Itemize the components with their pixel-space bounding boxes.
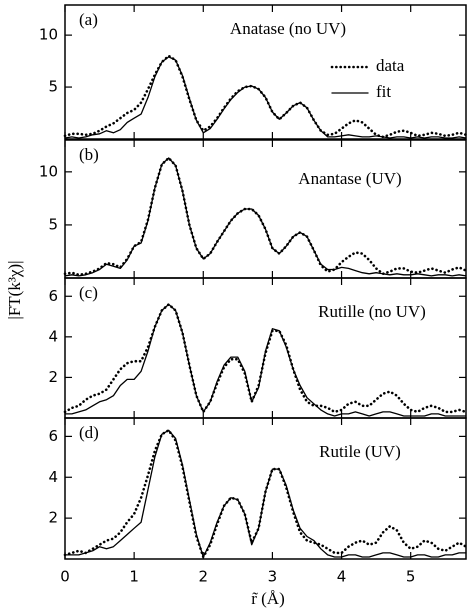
legend-label: fit — [376, 82, 391, 101]
y-tick-label: 6 — [48, 427, 58, 445]
panel-label: (d) — [79, 423, 99, 442]
y-tick-label: 10 — [39, 162, 58, 180]
data-line — [63, 303, 468, 414]
x-tick-label: 0 — [60, 568, 70, 586]
panel-title: Rutile (UV) — [319, 442, 401, 461]
y-tick-label: 4 — [48, 468, 58, 486]
y-tick-label: 10 — [39, 26, 58, 44]
fit-line — [64, 56, 467, 139]
y-tick-label: 2 — [48, 509, 58, 527]
y-tick-label: 6 — [48, 287, 58, 305]
plot-frame — [64, 139, 467, 279]
x-tick-label: 1 — [129, 568, 139, 586]
fit-line — [64, 303, 467, 417]
fit-line — [64, 157, 467, 277]
plot-frame — [64, 417, 467, 560]
legend-label: data — [376, 56, 405, 75]
x-tick-label: 2 — [199, 568, 209, 586]
y-tick-label: 4 — [48, 327, 58, 345]
panel-label: (a) — [79, 10, 98, 29]
x-tick-label: 3 — [268, 568, 278, 586]
fit-line — [64, 429, 467, 558]
x-tick-label: 4 — [337, 568, 347, 586]
panel-title: Rutille (no UV) — [318, 302, 426, 321]
y-tick-label: 5 — [48, 78, 58, 96]
panel-label: (c) — [79, 283, 98, 302]
panel-title: Anantase (UV) — [298, 169, 401, 188]
plot-frame — [64, 277, 467, 419]
y-tick-label: 2 — [48, 368, 58, 386]
x-tick-label: 5 — [406, 568, 416, 586]
data-line — [63, 54, 468, 139]
panel-title: Anatase (no UV) — [230, 19, 346, 38]
plot-frame — [64, 4, 467, 140]
x-axis-label: r̃ (Å) — [251, 589, 285, 608]
data-line — [63, 156, 468, 277]
panel-label: (b) — [79, 145, 99, 164]
y-axis-label: |FT(k³χ)| — [5, 260, 24, 319]
y-tick-label: 5 — [48, 215, 58, 233]
